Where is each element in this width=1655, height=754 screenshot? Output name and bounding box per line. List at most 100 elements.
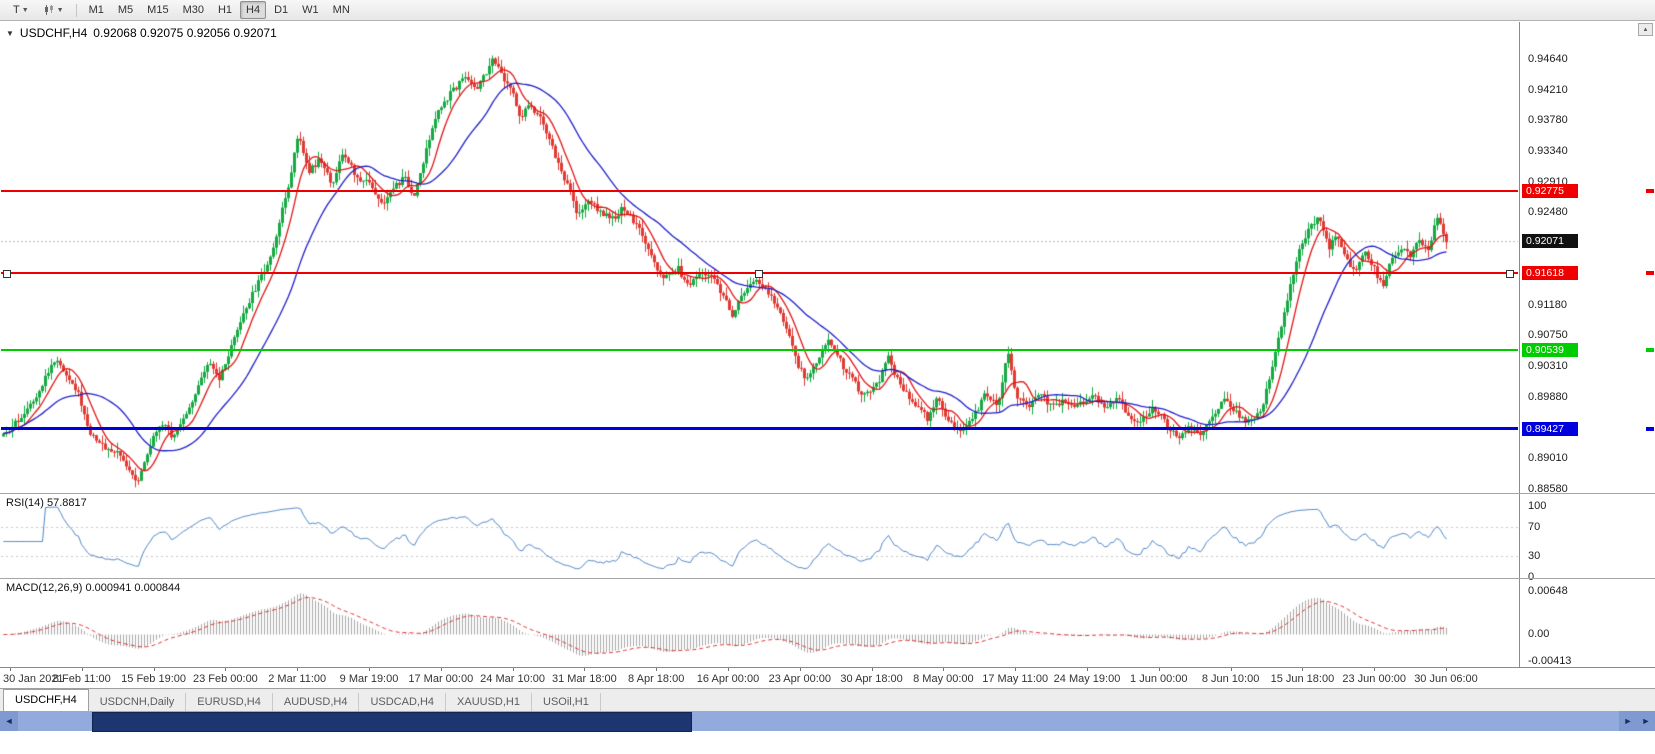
price-tag-0.91618: 0.91618 (1522, 266, 1578, 281)
time-axis-label: 9 Mar 19:00 (339, 673, 399, 685)
time-axis-label: 2 Mar 11:00 (268, 673, 327, 685)
timeframe-button-m1[interactable]: M1 (88, 4, 104, 16)
rsi-panel-canvas[interactable] (1, 494, 1518, 578)
scrollbar-thumb[interactable] (92, 712, 692, 732)
rsi-indicator-label: RSI(14) 57.8817 (6, 497, 87, 509)
time-axis-label: 31 Mar 18:00 (551, 673, 617, 685)
current-price-tag: 0.92071 (1522, 234, 1578, 249)
price-tag-0.89427: 0.89427 (1522, 421, 1578, 436)
rsi-axis-label: 30 (1528, 549, 1541, 562)
time-axis-tick (656, 668, 658, 671)
macd-panel-canvas[interactable] (1, 579, 1518, 667)
time-axis-label: 24 Mar 10:00 (480, 673, 546, 685)
chart-tab-audusd-h4[interactable]: AUDUSD,H4 (273, 693, 360, 712)
time-axis-tick (1446, 668, 1447, 671)
chart-tab-eurusd-h4[interactable]: EURUSD,H4 (186, 693, 273, 712)
line-selection-handle[interactable] (1506, 270, 1514, 279)
scroll-up-button[interactable]: ▲ (1638, 23, 1653, 36)
time-axis-label: 16 Apr 00:00 (696, 673, 760, 685)
candlestick-chart-icon (43, 4, 55, 16)
horizontal-line-0.89427[interactable] (1, 427, 1518, 431)
time-axis-label: 8 May 00:00 (913, 673, 974, 685)
time-axis-label: 15 Jun 18:00 (1270, 673, 1335, 685)
panel-separator[interactable] (0, 578, 1655, 579)
caret-down-icon: ▼ (56, 6, 64, 14)
chart-tab-usdcnh-daily[interactable]: USDCNH,Daily (89, 693, 187, 712)
line-edge-mark (1646, 347, 1654, 352)
line-selection-handle[interactable] (3, 270, 11, 279)
collapse-triangle-icon[interactable]: ▼ (6, 28, 14, 38)
line-edge-mark (1646, 426, 1654, 431)
time-axis-label: 23 Apr 00:00 (768, 673, 831, 685)
scroll-right-button[interactable]: ► (1637, 711, 1655, 731)
chart-tab-usoil-h1[interactable]: USOil,H1 (532, 693, 601, 712)
price-axis-label: 0.88580 (1528, 482, 1568, 495)
price-chart-canvas[interactable] (1, 22, 1518, 493)
timeframe-button-mn[interactable]: MN (332, 4, 350, 16)
caret-down-icon: ▼ (21, 6, 29, 14)
price-axis-label: 0.91180 (1528, 298, 1567, 311)
time-axis-tick (1158, 668, 1160, 671)
horizontal-line-0.92775[interactable] (1, 190, 1518, 193)
timeframe-button-m15[interactable]: M15 (147, 4, 169, 16)
horizontal-line-0.90539[interactable] (1, 348, 1518, 351)
chart-tab-usdcad-h4[interactable]: USDCAD,H4 (359, 693, 447, 712)
time-axis-label: 15 Feb 19:00 (121, 673, 187, 685)
chart-tab-xauusd-h1[interactable]: XAUUSD,H1 (446, 693, 532, 712)
templates-button-label: T (13, 4, 20, 16)
templates-button[interactable]: T ▼ (7, 1, 35, 19)
chart-type-button[interactable]: ▼ (37, 1, 70, 19)
scroll-right-button-secondary[interactable]: ► (1619, 711, 1637, 731)
timeframe-button-m30[interactable]: M30 (182, 4, 204, 16)
symbol-label: USDCHF,H4 (19, 26, 88, 40)
macd-axis-label: 0.00 (1528, 628, 1550, 640)
time-axis-label: 1 Jun 00:00 (1130, 673, 1188, 685)
price-axis-label: 0.89010 (1528, 452, 1568, 465)
time-axis-tick (1230, 668, 1232, 671)
timeframe-button-h4[interactable]: H4 (240, 1, 267, 19)
time-axis-label: 17 May 11:00 (982, 673, 1049, 685)
time-axis-label: 24 May 19:00 (1053, 673, 1121, 685)
macd-indicator-label: MACD(12,26,9) 0.000941 0.000844 (6, 582, 181, 594)
timeframe-button-m5[interactable]: M5 (117, 4, 134, 16)
time-axis-tick (81, 668, 83, 671)
rsi-axis-label: 70 (1528, 521, 1541, 534)
time-axis-label: 8 Apr 18:00 (628, 673, 685, 685)
timeframe-button-w1[interactable]: W1 (302, 4, 319, 16)
time-axis-label: 23 Jun 00:00 (1342, 673, 1406, 685)
time-axis-label: 30 Apr 18:00 (840, 673, 903, 685)
time-axis-tick (584, 668, 586, 671)
price-axis-label: 0.93780 (1528, 114, 1568, 127)
line-selection-handle[interactable] (755, 270, 763, 279)
time-axis-tick (871, 668, 873, 671)
rsi-axis-label: 100 (1528, 500, 1547, 512)
price-axis-label: 0.90310 (1528, 360, 1568, 373)
price-axis-label: 0.90750 (1528, 329, 1568, 342)
scroll-left-button[interactable]: ◄ (0, 711, 18, 731)
timeframe-button-d1[interactable]: D1 (274, 4, 289, 16)
ohlc-values: 0.92068 0.92075 0.92056 0.92071 (93, 26, 277, 40)
time-axis-tick (1015, 668, 1017, 671)
price-axis-label: 0.92480 (1528, 206, 1568, 219)
horizontal-scrollbar[interactable]: ◄ ► ► (0, 711, 1655, 732)
time-axis-tick (297, 668, 299, 671)
time-axis-tick (799, 668, 801, 671)
time-axis-label: 30 Jan 2021 (3, 673, 64, 685)
time-axis-tick (153, 668, 155, 671)
timeframe-group: M1 M5 M15 M30 H1 H4 D1 W1 MN (82, 1, 357, 19)
time-axis[interactable]: 30 Jan 2021 8 Feb 11:00 15 Feb 19:00 23 Feb… (0, 667, 1655, 689)
price-axis-label: 0.94640 (1528, 53, 1568, 65)
time-axis-label: 17 Mar 00:00 (408, 673, 474, 685)
price-axis-label: 0.89880 (1528, 390, 1568, 403)
macd-axis-label: -0.00413 (1528, 655, 1572, 668)
toolbar-separator (75, 3, 77, 17)
panel-separator[interactable] (0, 493, 1655, 494)
time-axis-tick (440, 668, 442, 671)
time-axis-tick (10, 668, 11, 671)
time-axis-label: 30 Jun 06:00 (1414, 673, 1478, 685)
macd-axis-label: 0.00648 (1528, 585, 1568, 597)
chart-tab-usdchf-h4[interactable]: USDCHF,H4 (3, 689, 89, 712)
timeframe-button-h1[interactable]: H1 (217, 4, 233, 16)
price-axis[interactable]: 0.94640 0.94210 0.93780 0.93340 0.92910 0.924… (1519, 22, 1655, 667)
